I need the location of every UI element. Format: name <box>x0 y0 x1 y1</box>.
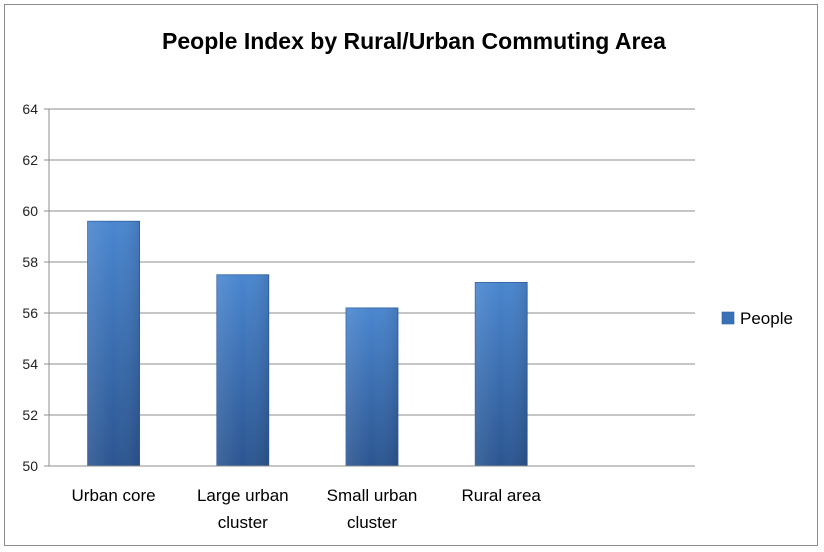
legend-label: People <box>740 309 793 328</box>
y-tick-label: 56 <box>22 305 38 321</box>
x-category-label-line: Urban core <box>72 486 156 505</box>
bar-shade <box>475 282 528 466</box>
legend: People <box>721 309 793 328</box>
x-category-label-line: cluster <box>218 513 268 532</box>
y-tick-label: 58 <box>22 254 38 270</box>
bars <box>87 220 528 467</box>
x-category-label: Large urban cluster <box>197 486 289 532</box>
x-category-label-line: Rural area <box>462 486 542 505</box>
y-tick-label: 52 <box>22 407 38 423</box>
x-category-label-line: Large urban <box>197 486 289 505</box>
bar-shade <box>87 221 140 466</box>
y-tick-label: 60 <box>22 203 38 219</box>
chart-frame: People Index by Rural/Urban Commuting Ar… <box>4 4 818 546</box>
x-category-label-line: Small urban <box>327 486 418 505</box>
bar-shade <box>216 274 269 466</box>
x-category-label-line: cluster <box>347 513 397 532</box>
legend-swatch <box>721 311 735 325</box>
y-tick-label: 50 <box>22 458 38 474</box>
bar-shade <box>346 307 398 466</box>
y-tick-label: 62 <box>22 152 38 168</box>
x-category-label: Urban core <box>72 486 156 505</box>
y-tick-label: 54 <box>22 356 38 372</box>
x-category-label: Small urban cluster <box>327 486 418 532</box>
chart-title: People Index by Rural/Urban Commuting Ar… <box>162 28 666 54</box>
bar-chart: People Index by Rural/Urban Commuting Ar… <box>22 28 793 532</box>
y-tick-label: 64 <box>22 101 38 117</box>
x-category-label: Rural area <box>462 486 542 505</box>
axes: 50 52 54 56 58 60 62 64 Urban core Large urban clu… <box>22 101 695 532</box>
